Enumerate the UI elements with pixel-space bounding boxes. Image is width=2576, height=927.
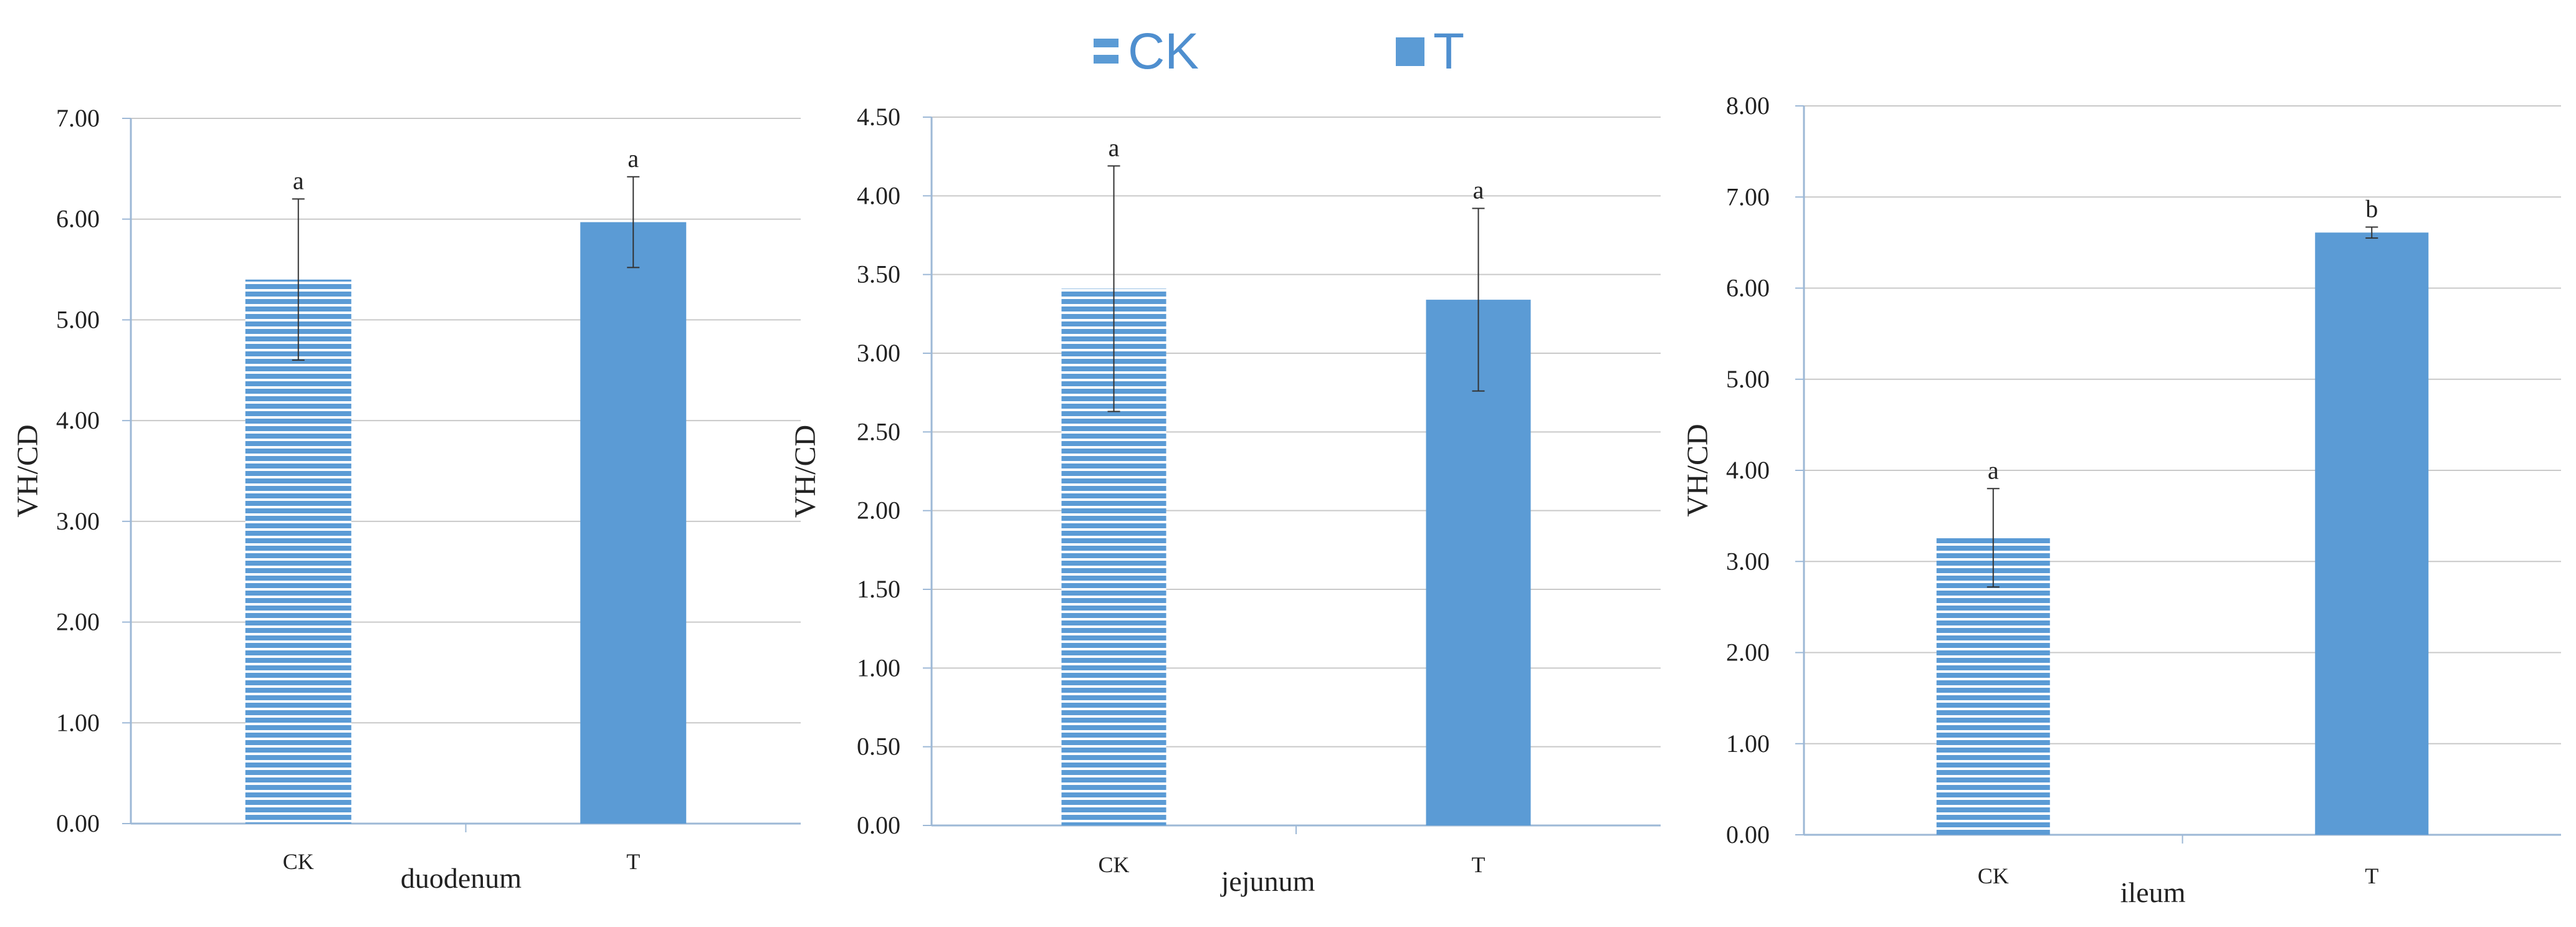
y-tick-label: 1.00 bbox=[56, 708, 100, 736]
x-axis-title: duodenum bbox=[401, 862, 522, 894]
category-label: T bbox=[626, 849, 640, 874]
chart-jejunum: 0.00 0.50 1.00 1.50 2.00 2.50 3.00 3.50 4.00 4.50… bbox=[789, 103, 1661, 897]
category-label: CK bbox=[1098, 852, 1129, 877]
y-tick-label: 7.00 bbox=[1726, 183, 1770, 211]
bar-t bbox=[580, 222, 687, 824]
y-tick-label: 6.00 bbox=[1726, 274, 1770, 302]
y-tick-label: 4.00 bbox=[56, 406, 100, 434]
significance-label: a bbox=[1988, 456, 1999, 484]
y-tick-label: 4.00 bbox=[857, 181, 900, 209]
legend-item-ck: CK bbox=[1094, 23, 1199, 80]
category-label: T bbox=[1472, 852, 1486, 877]
y-tick-label: 0.00 bbox=[857, 811, 900, 839]
y-tick-label: 6.00 bbox=[56, 205, 100, 233]
legend-swatch-ck bbox=[1094, 39, 1119, 47]
legend-swatch-ck-stripe bbox=[1094, 55, 1119, 64]
y-tick-label: 4.50 bbox=[857, 103, 900, 131]
y-tick-label: 0.50 bbox=[857, 733, 900, 761]
y-tick-label: 3.00 bbox=[1726, 547, 1770, 575]
legend-label-ck: CK bbox=[1128, 23, 1199, 80]
legend-item-t: T bbox=[1396, 23, 1464, 80]
significance-label: a bbox=[1473, 176, 1484, 204]
y-tick-label: 0.00 bbox=[1726, 820, 1770, 849]
y-tick-label: 0.00 bbox=[56, 809, 100, 837]
y-tick-label: 5.00 bbox=[56, 305, 100, 333]
x-axis-title: jejunum bbox=[1220, 865, 1315, 897]
y-tick-label: 3.50 bbox=[857, 260, 900, 288]
significance-label: a bbox=[627, 145, 639, 173]
bar-ck bbox=[245, 279, 351, 824]
chart-ileum: 0.00 1.00 2.00 3.00 4.00 5.00 6.00 7.00 8.00 VH/C… bbox=[1681, 92, 2561, 908]
y-tick-label: 3.00 bbox=[857, 339, 900, 367]
y-tick-label: 1.00 bbox=[857, 654, 900, 682]
legend-swatch-t bbox=[1396, 37, 1424, 66]
significance-label: a bbox=[293, 166, 304, 194]
bar-t bbox=[2315, 232, 2429, 835]
y-axis-label: VH/CD bbox=[11, 424, 44, 517]
y-tick-label: 2.50 bbox=[857, 417, 900, 445]
y-tick-label: 2.00 bbox=[56, 608, 100, 636]
y-tick-label: 8.00 bbox=[1726, 92, 1770, 120]
y-tick-label: 2.00 bbox=[1726, 639, 1770, 667]
category-label: CK bbox=[1978, 863, 2009, 888]
y-tick-label: 1.00 bbox=[1726, 730, 1770, 758]
y-axis-label: VH/CD bbox=[789, 425, 822, 518]
y-tick-label: 2.00 bbox=[857, 497, 900, 525]
y-tick-label: 5.00 bbox=[1726, 365, 1770, 393]
x-axis-title: ileum bbox=[2120, 877, 2186, 908]
chart-duodenum: 0.00 1.00 2.00 3.00 4.00 5.00 6.00 7.00 VH/CD a CK… bbox=[11, 104, 801, 894]
y-tick-label: 1.50 bbox=[857, 575, 900, 603]
category-label: T bbox=[2365, 863, 2378, 888]
significance-label: b bbox=[2365, 195, 2378, 223]
y-tick-label: 4.00 bbox=[1726, 456, 1770, 484]
y-tick-label: 3.00 bbox=[56, 507, 100, 535]
significance-label: a bbox=[1109, 133, 1120, 161]
legend: CK T bbox=[1094, 23, 1464, 80]
legend-label-t: T bbox=[1433, 23, 1464, 80]
y-tick-label: 7.00 bbox=[56, 104, 100, 132]
category-label: CK bbox=[283, 849, 314, 874]
y-axis-label: VH/CD bbox=[1681, 424, 1714, 516]
